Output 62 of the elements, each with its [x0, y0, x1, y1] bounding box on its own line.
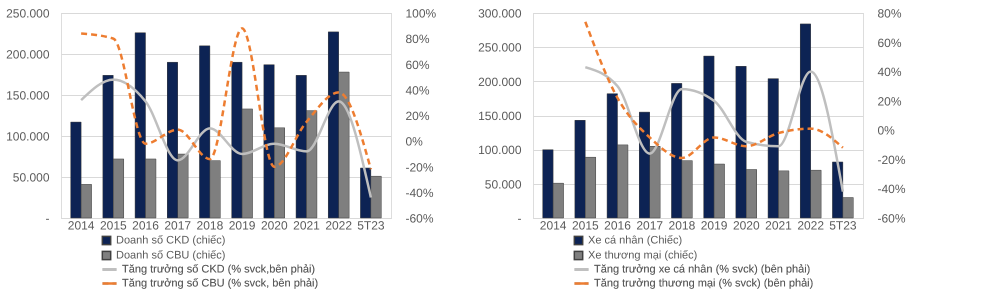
- y-tick-label: 250.000: [478, 40, 522, 55]
- x-tick-label: 2016: [604, 218, 632, 232]
- y-tick-label: -: [518, 212, 522, 226]
- y2-tick-label: 40%: [406, 83, 430, 98]
- y-tick-label: 150.000: [6, 88, 50, 102]
- y2-tick-label: -20%: [406, 160, 434, 174]
- x-tick-label: 2014: [68, 218, 95, 232]
- x-tick-label: 2022: [325, 218, 352, 232]
- x-tick-label: 2014: [540, 218, 567, 232]
- legend-label: Tăng trưởng số CBU (% svck, bên phải): [122, 278, 318, 290]
- y-tick-label: 50.000: [12, 170, 50, 184]
- line-series: [584, 66, 844, 193]
- x-tick-label: 2017: [164, 218, 192, 232]
- y2-tick-label: -40%: [406, 186, 434, 200]
- y2-tick-label: 40%: [878, 65, 902, 80]
- y2-tick-label: 60%: [406, 58, 430, 72]
- y2-tick-label: 60%: [878, 36, 902, 50]
- legend-label: Tăng trưởng xe cá nhân (% svck) (bên phải): [594, 264, 810, 276]
- line-series: [584, 20, 844, 160]
- x-tick-label: 5T23: [357, 218, 385, 232]
- y2-tick-label: 0%: [406, 134, 424, 149]
- x-tick-label: 2019: [700, 218, 728, 232]
- y2-tick-label: -40%: [878, 182, 906, 196]
- y-tick-label: 250.000: [6, 6, 50, 20]
- legend-label: Doanh số CKD (chiếc): [116, 234, 226, 246]
- y-tick-label: 150.000: [478, 109, 522, 123]
- line-series: [80, 78, 372, 199]
- x-tick-label: 2022: [797, 218, 824, 232]
- legend-label: Xe thương mại (chiếc): [588, 250, 698, 262]
- y2-tick-label: 100%: [406, 6, 437, 20]
- x-tick-label: 2021: [293, 218, 320, 232]
- y2-tick-label: 80%: [406, 32, 430, 46]
- line-series: [80, 27, 372, 171]
- x-tick-label: 2015: [100, 218, 127, 232]
- x-tick-label: 2018: [196, 218, 224, 232]
- y-tick-label: 100.000: [6, 130, 50, 144]
- legend-label: Tăng trưởng số CKD (% svck,bên phải): [122, 264, 316, 276]
- legend-label: Tăng trưởng thương mại (% svck) (bên phải): [594, 278, 814, 290]
- y-tick-label: 200.000: [478, 74, 522, 89]
- legend-label: Doanh số CBU (chiếc): [116, 250, 226, 262]
- y2-tick-label: 80%: [878, 6, 902, 20]
- y2-tick-label: 20%: [878, 94, 902, 108]
- x-tick-label: 2017: [636, 218, 664, 232]
- x-tick-label: 2020: [260, 218, 288, 232]
- x-tick-label: 5T23: [829, 218, 857, 232]
- y-tick-label: 50.000: [484, 177, 522, 192]
- y2-tick-label: -60%: [878, 212, 906, 226]
- y-tick-label: 300.000: [478, 6, 522, 20]
- x-tick-label: 2016: [132, 218, 160, 232]
- x-tick-label: 2015: [572, 218, 599, 232]
- legend-label: Xe cá nhân (Chiếc): [588, 234, 682, 246]
- y2-tick-label: 0%: [878, 124, 896, 138]
- y-tick-label: 200.000: [6, 48, 50, 62]
- y-tick-label: -: [46, 212, 50, 226]
- y-tick-label: 100.000: [478, 143, 522, 158]
- y2-tick-label: 20%: [406, 109, 430, 123]
- x-tick-label: 2020: [732, 218, 760, 232]
- y2-tick-label: -20%: [878, 152, 906, 167]
- x-tick-label: 2018: [668, 218, 696, 232]
- x-tick-label: 2021: [765, 218, 792, 232]
- y2-tick-label: -60%: [406, 212, 434, 226]
- x-tick-label: 2019: [228, 218, 256, 232]
